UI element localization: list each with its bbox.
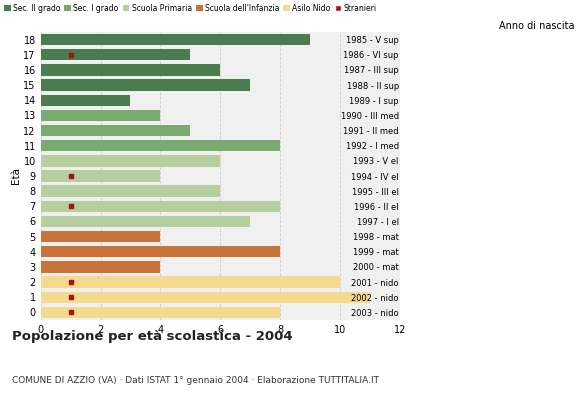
Bar	[41, 231, 161, 242]
Bar	[41, 49, 190, 60]
Bar	[41, 125, 190, 136]
Bar	[41, 292, 370, 303]
Text: Anno di nascita: Anno di nascita	[499, 21, 574, 31]
Bar	[41, 216, 251, 227]
Bar	[41, 64, 220, 76]
Bar	[41, 201, 280, 212]
Bar	[41, 79, 251, 91]
Bar	[41, 94, 130, 106]
Bar	[41, 307, 280, 318]
Text: Popolazione per età scolastica - 2004: Popolazione per età scolastica - 2004	[12, 330, 292, 343]
Bar	[41, 155, 220, 166]
Y-axis label: Età: Età	[10, 168, 20, 184]
Bar	[41, 276, 340, 288]
Legend: Sec. II grado, Sec. I grado, Scuola Primaria, Scuola dell'Infanzia, Asilo Nido, : Sec. II grado, Sec. I grado, Scuola Prim…	[4, 4, 376, 13]
Bar	[41, 110, 161, 121]
Text: COMUNE DI AZZIO (VA) · Dati ISTAT 1° gennaio 2004 · Elaborazione TUTTITALIA.IT: COMUNE DI AZZIO (VA) · Dati ISTAT 1° gen…	[12, 376, 379, 385]
Bar	[41, 186, 220, 197]
Bar	[41, 170, 161, 182]
Bar	[41, 261, 161, 273]
Bar	[41, 34, 310, 45]
Bar	[41, 140, 280, 151]
Bar	[41, 246, 280, 258]
